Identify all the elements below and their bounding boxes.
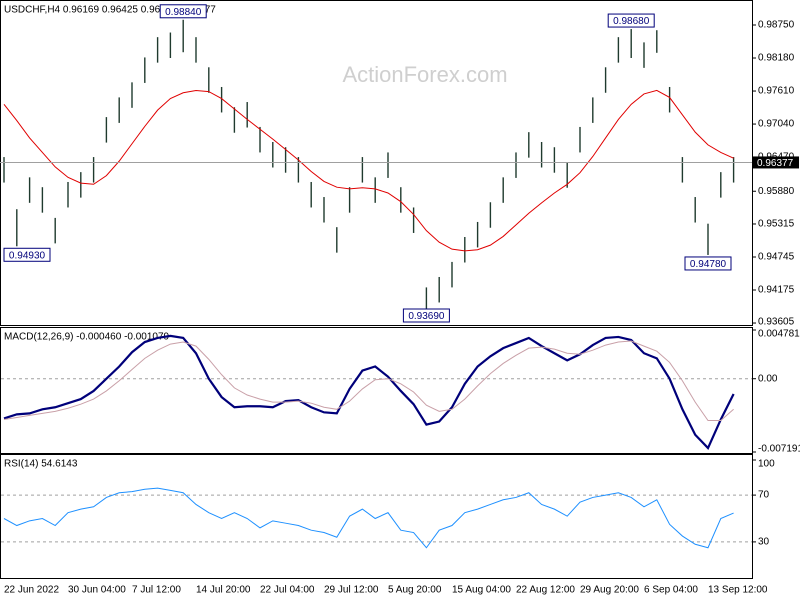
x-tick-label: 22 Jul 04:00 (260, 585, 315, 596)
y-tick-label: 0.97040 (758, 119, 795, 130)
indicator-line (3, 334, 735, 450)
price-title: USDCHF,H4 0.96169 0.96425 0.96164 0.9637… (4, 5, 216, 16)
price-annotation-box (3, 247, 51, 262)
price-annotation-box (159, 4, 207, 19)
y-tick-label: -0.007191 (758, 444, 800, 455)
y-tick-label: 0.95880 (758, 186, 795, 197)
y-tick-label: 0.97610 (758, 86, 795, 97)
y-tick-label: 100 (758, 459, 775, 470)
macd-panel (0, 327, 753, 454)
rsi-title: RSI(14) 54.6143 (4, 459, 78, 470)
x-tick-label: 13 Sep 12:00 (708, 585, 768, 596)
y-tick-label: 0.00 (758, 373, 778, 384)
x-tick-label: 29 Aug 20:00 (580, 585, 639, 596)
y-tick-label: 70 (758, 490, 770, 501)
x-tick-label: 22 Aug 12:00 (516, 585, 575, 596)
y-tick-label: 30 (758, 537, 770, 548)
price-annotation: 0.94930 (9, 250, 46, 261)
x-tick-label: 22 Jun 2022 (4, 585, 59, 596)
y-tick-label: 0.93605 (758, 317, 795, 328)
price-annotation-box (684, 256, 732, 271)
x-tick-label: 5 Aug 20:00 (388, 585, 442, 596)
price-panel (0, 0, 753, 326)
price-annotation-box (607, 13, 655, 28)
y-tick-label: 0.94745 (758, 252, 795, 263)
x-tick-label: 15 Aug 04:00 (452, 585, 511, 596)
x-tick-label: 7 Jul 12:00 (132, 585, 181, 596)
y-tick-label: 0.95315 (758, 219, 795, 230)
x-tick-label: 14 Jul 20:00 (196, 585, 251, 596)
x-tick-label: 29 Jul 12:00 (324, 585, 379, 596)
rsi-panel (0, 454, 753, 579)
x-tick-label: 30 Jun 04:00 (68, 585, 126, 596)
price-annotation: 0.98840 (165, 7, 202, 18)
watermark: ActionForex.com (342, 62, 507, 87)
last-price-box (753, 156, 799, 169)
y-tick-label: 0.98750 (758, 20, 795, 31)
price-annotation: 0.94780 (690, 259, 727, 270)
last-price-label: 0.96377 (757, 158, 794, 169)
price-annotation-box (402, 308, 450, 323)
y-tick-label: 0.004781 (758, 329, 800, 340)
indicator-line (3, 340, 734, 422)
x-tick-label: 6 Sep 04:00 (644, 585, 698, 596)
price-annotation: 0.93690 (408, 311, 445, 322)
moving-average (3, 89, 734, 252)
y-tick-label: 0.98180 (758, 53, 795, 64)
y-tick-label: 0.94175 (758, 285, 795, 296)
price-annotation: 0.98680 (613, 16, 650, 27)
indicator-line (3, 487, 734, 549)
macd-title: MACD(12,26,9) -0.000460 -0.001079 (4, 332, 170, 343)
